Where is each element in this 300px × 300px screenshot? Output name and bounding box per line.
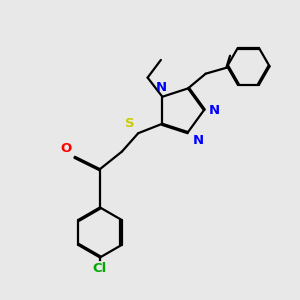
Text: N: N [155,81,167,94]
Text: N: N [192,134,204,147]
Text: O: O [60,142,71,155]
Text: S: S [125,117,135,130]
Text: Cl: Cl [93,262,107,275]
Text: N: N [208,104,219,117]
